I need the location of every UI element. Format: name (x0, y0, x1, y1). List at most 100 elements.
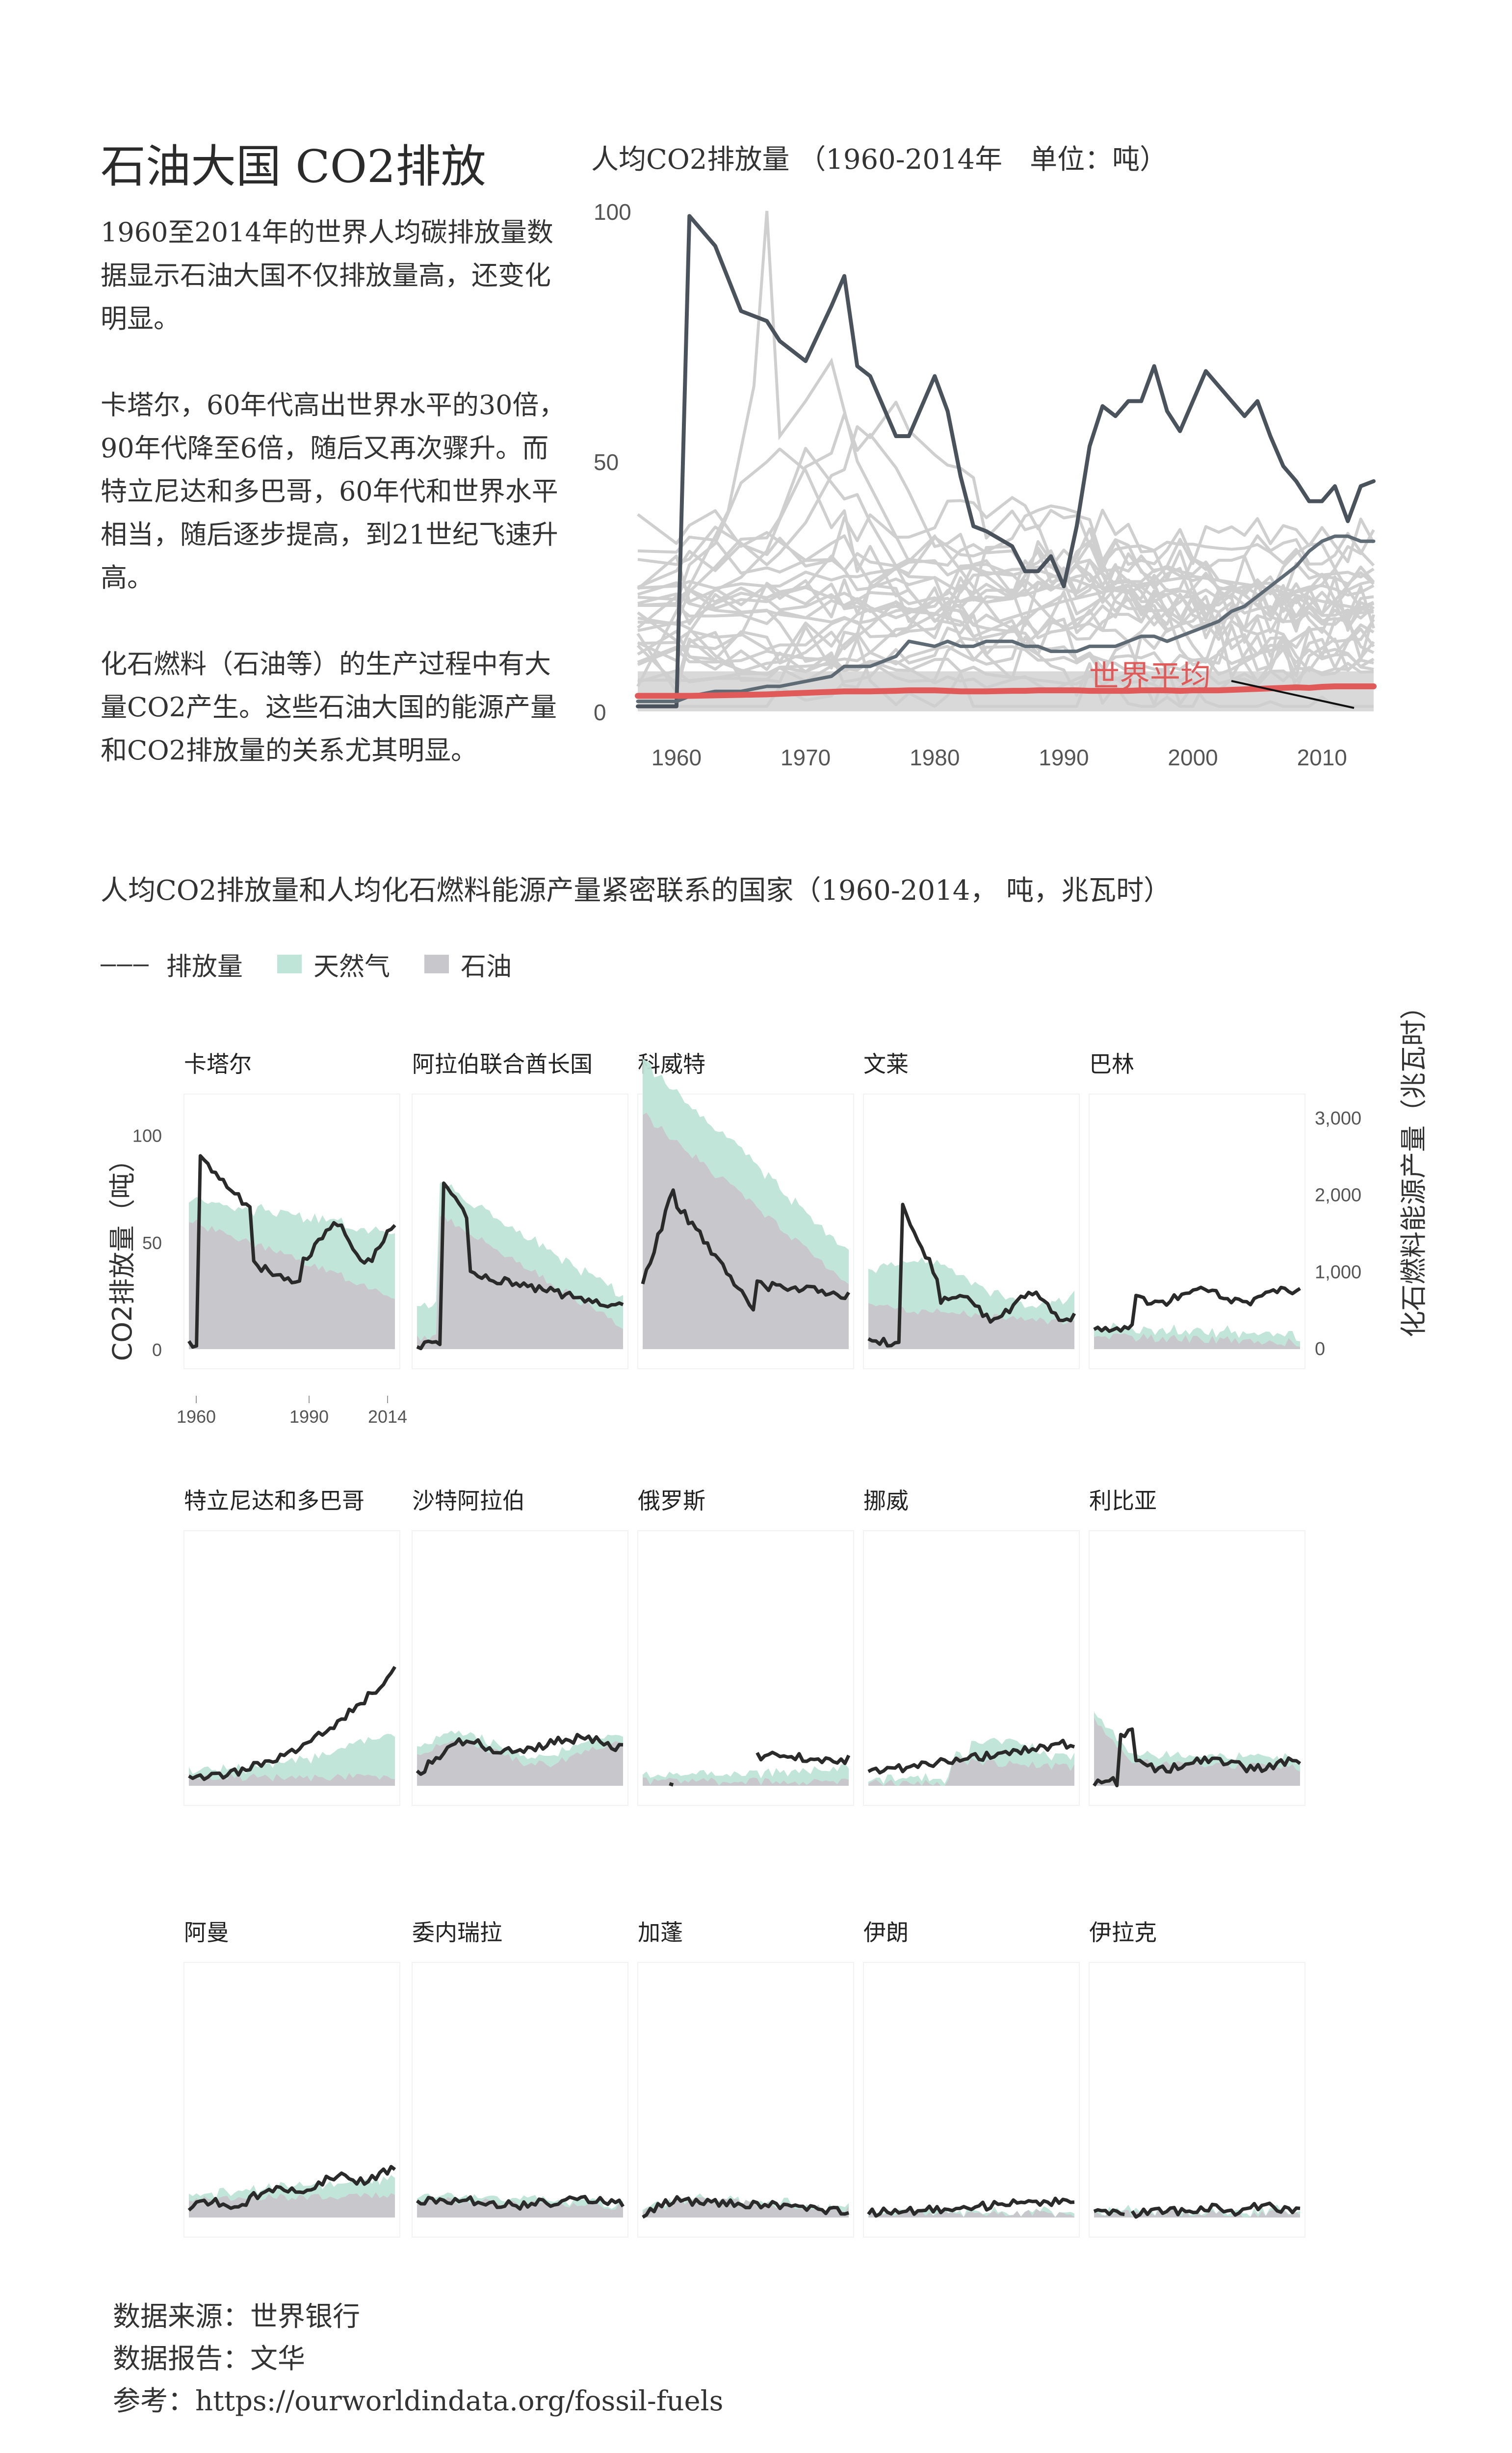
panel-frame (1089, 1530, 1305, 1806)
country-panel: 阿曼 (183, 1920, 400, 2238)
right-axis-label: 化石燃料能源产量（兆瓦时） (1398, 993, 1429, 1337)
intro-text: 1960至2014年的世界人均碳排放量数据显示石油大国不仅排放量高，还变化明显。… (101, 211, 572, 815)
country-panel: 阿拉伯联合酋长国 (412, 1051, 628, 1369)
background-country-line (638, 613, 1374, 708)
background-country-line (636, 545, 1375, 692)
footer: 数据来源：世界银行 数据报告：文华 参考：https://ourworldind… (113, 2296, 723, 2423)
oil-area (1094, 2209, 1300, 2218)
world-average-leader (1231, 680, 1355, 709)
country-panel: 科威特 (637, 1051, 854, 1369)
panel-frame (412, 1530, 628, 1806)
country-label: 伊拉克 (1089, 1920, 1157, 1945)
legend: ‒‒‒ 排放量 天然气 石油 (101, 949, 546, 982)
background-country-line (637, 584, 1375, 644)
emission-line (1130, 2201, 1301, 2219)
country-panel: 挪威 (863, 1488, 1080, 1806)
main-chart-axes: 100 50 0 1960 1970 1980 1990 2000 2010 (594, 199, 1347, 770)
oil-area (643, 1777, 849, 1786)
country-label: 伊朗 (863, 1920, 909, 1945)
intro-paragraph-1: 1960至2014年的世界人均碳排放量数据显示石油大国不仅排放量高，还变化明显。 (101, 217, 553, 334)
country-panel: 伊朗 (863, 1920, 1080, 2238)
x-tick-label: 2014 (368, 1407, 407, 1427)
emission-line (1093, 2208, 1125, 2217)
dashed-line-icon: ‒‒‒ (101, 949, 150, 979)
emission-line (416, 1181, 624, 1351)
y-tick-label: 100 (594, 199, 631, 225)
panel-frame (637, 1962, 854, 2238)
legend-oil-item: 石油 (424, 946, 512, 983)
country-label: 卡塔尔 (184, 1051, 252, 1077)
oil-area (868, 1756, 1074, 1786)
panel-frame (412, 1094, 628, 1369)
background-country-line (637, 593, 1374, 689)
x-tick-label: 1970 (781, 745, 831, 770)
left-tick-label: 50 (142, 1233, 162, 1253)
x-tick-label: 1960 (177, 1407, 216, 1427)
emission-line (867, 1202, 1076, 1348)
intro-paragraph-2: 卡塔尔，60年代高出世界水平的30倍，90年代降至6倍，随后又再次骤升。而特立尼… (101, 390, 566, 593)
country-panel: 伊拉克 (1089, 1920, 1305, 2238)
country-panel: 特立尼达和多巴哥 (183, 1488, 400, 1806)
country-panel: 利比亚 (1089, 1488, 1305, 1806)
y-tick-label: 0 (594, 700, 606, 725)
country-panel: 沙特阿拉伯 (412, 1488, 628, 1806)
panel-frame (412, 1962, 628, 2238)
x-tick-label: 1990 (1039, 745, 1089, 770)
emission-line (641, 1188, 850, 1312)
emission-line (187, 2165, 396, 2212)
right-tick-label: 1,000 (1315, 1262, 1361, 1282)
left-tick-label: 0 (152, 1340, 162, 1360)
country-panel: 卡塔尔 (183, 1051, 400, 1369)
legend-line-item: ‒‒‒ 排放量 (101, 946, 243, 983)
panel-frame (863, 1530, 1080, 1806)
emission-line (416, 2194, 625, 2211)
country-panel: 委内瑞拉 (412, 1920, 628, 2238)
oil-area (417, 1740, 623, 1786)
left-tick-label: 100 (132, 1126, 162, 1146)
background-country-line (637, 610, 1375, 676)
country-panel: 加蓬 (637, 1920, 854, 2238)
data-report: 数据报告：文华 (113, 2343, 305, 2375)
emission-line (642, 2195, 849, 2219)
reference-link[interactable]: 参考：https://ourworldindata.org/fossil-fue… (113, 2385, 724, 2417)
series-line-2 (635, 683, 1377, 699)
emission-line (867, 1738, 1075, 1775)
x-tick-label: 1990 (289, 1407, 329, 1427)
left-axis-label: CO2排放量（吨） (107, 1146, 138, 1361)
emission-line (867, 2196, 1075, 2218)
oil-area (868, 2209, 1074, 2218)
emission-line (188, 1666, 396, 1781)
panel-frame (1089, 1962, 1305, 2238)
panel-frame (637, 1530, 854, 1806)
main-chart-title: 人均CO2排放量 （1960-2014年 单位：吨） (591, 144, 1168, 176)
oil-area (868, 1303, 1074, 1349)
x-tick-label: 1980 (910, 745, 960, 770)
right-tick-label: 3,000 (1315, 1108, 1361, 1129)
legend-gas-label: 天然气 (313, 952, 390, 982)
country-label: 巴林 (1089, 1051, 1134, 1077)
emission-line (1093, 1285, 1301, 1333)
emission-line (416, 1733, 624, 1776)
intro-paragraph-3: 化石燃料（石油等）的生产过程中有大量CO2产生。这些石油大国的能源产量和CO2排… (101, 649, 557, 766)
oil-area (1094, 1333, 1300, 1349)
series-line-0 (636, 214, 1376, 708)
emission-line (187, 1154, 396, 1349)
x-tick-label: 1960 (652, 745, 702, 770)
legend-oil-label: 石油 (460, 952, 512, 982)
country-panel: 文莱 (863, 1051, 1080, 1369)
oil-area (189, 1773, 395, 1786)
oil-swatch-icon (424, 955, 449, 973)
legend-gas-item: 天然气 (277, 946, 390, 983)
world-average-label: 世界平均 (1089, 660, 1211, 694)
background-country-line (637, 543, 1374, 630)
small-multiples-chart: CO2排放量（吨） 化石燃料能源产量（兆瓦时） 卡塔尔 阿拉伯联合酋长国 科威特 文莱… (107, 993, 1429, 2238)
y-tick-label: 50 (594, 449, 619, 475)
country-label: 阿拉伯联合酋长国 (412, 1051, 593, 1077)
background-country-line (637, 509, 1375, 627)
gas-swatch-icon (277, 955, 302, 973)
country-panel: 俄罗斯 (637, 1488, 854, 1806)
country-panel: 巴林 (1089, 1051, 1305, 1369)
main-chart-series (635, 214, 1377, 708)
country-label: 加蓬 (638, 1920, 683, 1945)
country-label: 特立尼达和多巴哥 (184, 1488, 365, 1514)
